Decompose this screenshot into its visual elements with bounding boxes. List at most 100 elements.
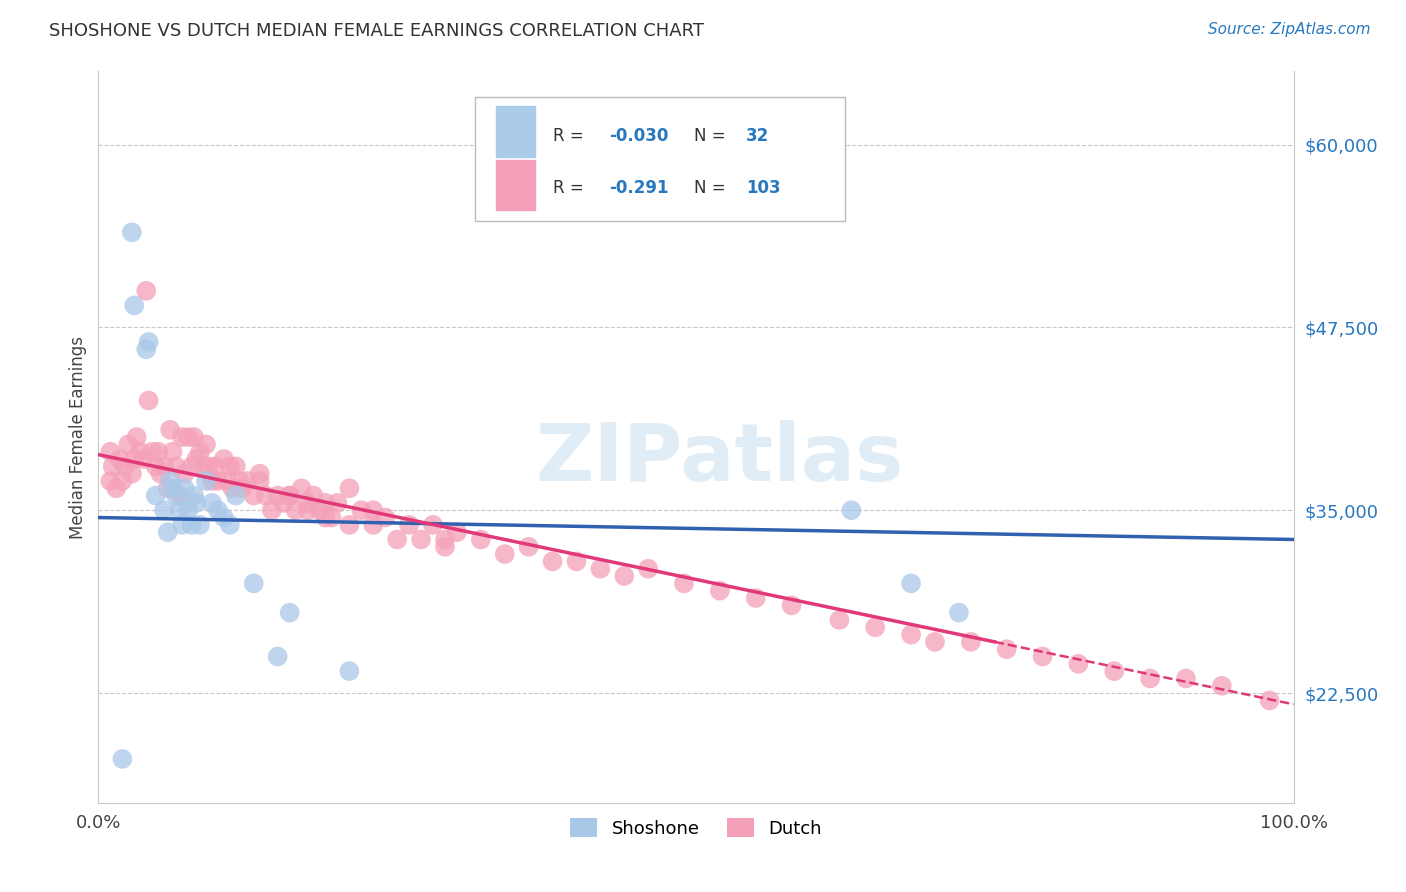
Point [148,444,170,458]
Point [159,474,181,488]
Point [249,474,271,488]
Point [302,489,325,503]
Point [446,525,468,540]
Point [201,474,224,488]
Point [219,459,242,474]
Point [153,459,176,474]
Point [960,635,983,649]
Point [219,517,242,532]
Point [159,423,181,437]
Point [111,474,134,488]
Point [363,503,385,517]
Point [225,489,247,503]
Point [249,467,271,481]
Point [673,576,696,591]
Point [422,517,444,532]
Point [865,620,887,634]
Legend: Shoshone, Dutch: Shoshone, Dutch [562,811,830,845]
Point [225,459,247,474]
Text: ZIPatlas: ZIPatlas [536,420,904,498]
Point [494,547,516,561]
Point [201,496,224,510]
Point [145,459,167,474]
Point [297,496,319,510]
Point [98,474,122,488]
Point [180,459,202,474]
Point [172,430,194,444]
Point [124,298,146,312]
Point [900,627,922,641]
Point [145,489,167,503]
Point [186,452,208,467]
Point [101,459,124,474]
Point [228,474,250,488]
Point [924,635,946,649]
Point [1032,649,1054,664]
Point [193,459,215,474]
Point [125,430,148,444]
Point [470,533,492,547]
Point [165,459,187,474]
Point [398,517,420,532]
Point [517,540,540,554]
Point [291,481,314,495]
Point [135,284,157,298]
FancyBboxPatch shape [496,106,534,157]
Point [339,481,361,495]
Point [108,452,131,467]
Point [177,503,200,517]
Point [165,489,187,503]
Point [995,642,1018,657]
Point [339,517,361,532]
Point [98,444,122,458]
Point [195,474,218,488]
Point [105,481,128,495]
Point [169,503,191,517]
Point [709,583,731,598]
Point [1211,679,1233,693]
Point [565,554,588,568]
Point [411,533,433,547]
Point [267,649,290,664]
Point [284,503,307,517]
Point [173,481,195,495]
Y-axis label: Median Female Earnings: Median Female Earnings [69,335,87,539]
Point [121,467,143,481]
Point [1067,657,1090,671]
Point [231,481,253,495]
Point [385,533,409,547]
Text: N =: N = [693,179,731,197]
Point [254,489,277,503]
Point [138,393,160,408]
Point [188,444,211,458]
Point [111,752,134,766]
Text: -0.291: -0.291 [609,179,668,197]
Point [149,467,172,481]
Point [613,569,636,583]
Point [278,606,301,620]
Point [183,430,205,444]
FancyBboxPatch shape [475,97,845,221]
Point [162,481,184,495]
Point [589,562,612,576]
Point [207,474,229,488]
Text: R =: R = [553,127,589,145]
Point [350,503,373,517]
Point [243,489,266,503]
Point [114,459,136,474]
Point [841,503,863,517]
Point [828,613,851,627]
Text: Source: ZipAtlas.com: Source: ZipAtlas.com [1208,22,1371,37]
Point [188,517,211,532]
Point [1104,664,1126,678]
Point [541,554,564,568]
Point [1139,672,1161,686]
Point [273,496,295,510]
Text: SHOSHONE VS DUTCH MEDIAN FEMALE EARNINGS CORRELATION CHART: SHOSHONE VS DUTCH MEDIAN FEMALE EARNINGS… [49,22,704,40]
Point [141,444,163,458]
Point [212,510,235,524]
Point [315,510,337,524]
Point [138,334,160,349]
Point [153,503,176,517]
Text: 103: 103 [747,179,780,197]
